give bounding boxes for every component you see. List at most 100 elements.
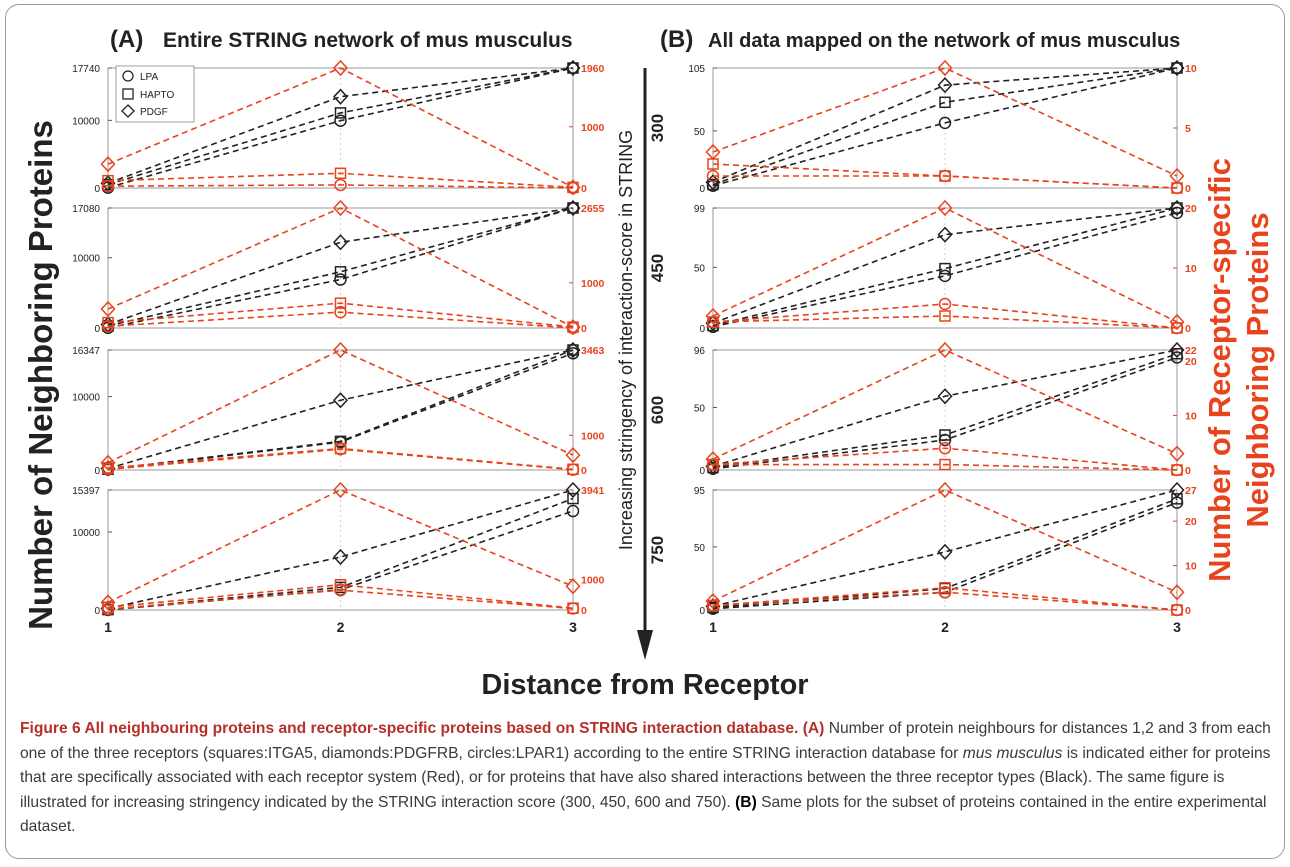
tick-label-left: 17740 bbox=[72, 64, 100, 75]
caption-a-tag: (A) bbox=[802, 720, 825, 737]
point-pdgf-red bbox=[565, 318, 581, 336]
point-hapto-black bbox=[334, 435, 347, 448]
point-lpa-black bbox=[334, 114, 347, 127]
point-hapto-red bbox=[102, 174, 114, 187]
point-pdgf-black bbox=[565, 199, 581, 217]
caption-part2: is indicated either for proteins that ar… bbox=[20, 744, 1271, 811]
tick-label-right: 2655 bbox=[581, 203, 605, 215]
point-pdgf-black bbox=[1169, 481, 1185, 499]
point-pdgf-red bbox=[100, 156, 116, 173]
series-line-pdgf-black bbox=[107, 349, 574, 470]
point-hapto-black bbox=[334, 266, 347, 278]
tick-label-left: 50 bbox=[694, 404, 706, 415]
series-line-hapto-black bbox=[107, 349, 574, 471]
point-lpa-black bbox=[334, 273, 347, 286]
point-hapto-black bbox=[567, 202, 579, 214]
x-tick-label: 1 bbox=[104, 619, 112, 635]
tick-label-right: 1000 bbox=[581, 575, 605, 587]
legend-circle-icon bbox=[122, 70, 134, 82]
tick-label-right: 0 bbox=[581, 323, 587, 335]
series-line-hapto-black bbox=[107, 497, 574, 611]
subplot-b-450: 99 50 0 20 10 0 bbox=[694, 199, 1197, 335]
stringency-300: 300 bbox=[648, 114, 667, 142]
tick-label-left: 0 bbox=[94, 466, 100, 477]
point-pdgf-red bbox=[565, 179, 581, 196]
tick-label-right: 0 bbox=[1185, 465, 1191, 477]
caption-species: mus musculus bbox=[962, 744, 1063, 762]
legend: LPA HAPTO PDGF bbox=[115, 65, 195, 123]
point-hapto-black bbox=[334, 107, 347, 119]
point-pdgf-red bbox=[100, 594, 116, 611]
series-line-pdgf-red bbox=[712, 207, 1178, 323]
point-hapto-red bbox=[1171, 322, 1183, 334]
point-pdgf-black bbox=[332, 234, 349, 251]
series-line-pdgf-black bbox=[712, 207, 1178, 324]
point-pdgf-red bbox=[332, 341, 349, 359]
tick-label-right: 1000 bbox=[581, 122, 605, 134]
stringency-label: Increasing stringency of interaction-sco… bbox=[616, 130, 636, 550]
stringency-arrow-head bbox=[637, 630, 653, 660]
point-pdgf-red bbox=[937, 199, 953, 217]
point-hapto-red bbox=[939, 170, 951, 182]
point-pdgf-black bbox=[565, 341, 581, 359]
caption-b-tag: (B) bbox=[735, 793, 757, 811]
tick-label-left: 96 bbox=[694, 346, 706, 357]
point-hapto-red bbox=[939, 582, 951, 594]
point-hapto-red bbox=[1171, 464, 1183, 476]
point-hapto-red bbox=[334, 578, 347, 591]
point-pdgf-red bbox=[332, 59, 349, 77]
point-hapto-red bbox=[334, 297, 347, 309]
series-line-lpa-red bbox=[107, 184, 574, 189]
point-pdgf-black bbox=[937, 226, 953, 243]
point-pdgf-red bbox=[1169, 313, 1185, 331]
point-pdgf-black bbox=[1169, 341, 1185, 359]
series-line-pdgf-red bbox=[712, 349, 1178, 460]
tick-label-right: 1000 bbox=[581, 430, 605, 442]
stringency-600: 600 bbox=[648, 396, 667, 424]
series-line-pdgf-red bbox=[712, 489, 1178, 602]
tick-label-right: 0 bbox=[581, 605, 587, 617]
point-pdgf-red bbox=[332, 481, 349, 499]
point-pdgf-red bbox=[937, 59, 953, 77]
point-lpa-black bbox=[566, 504, 580, 518]
tick-label-left: 10000 bbox=[72, 528, 100, 539]
tick-label-left: 95 bbox=[694, 486, 706, 497]
tick-label-right: 1960 bbox=[581, 63, 605, 75]
tick-label-right: 0 bbox=[581, 465, 587, 477]
point-hapto-red bbox=[707, 458, 719, 471]
point-hapto-red bbox=[567, 463, 579, 476]
point-pdgf-red bbox=[705, 143, 721, 161]
tick-label-left: 99 bbox=[694, 204, 706, 215]
point-hapto-black bbox=[567, 62, 579, 74]
tick-label-left: 16347 bbox=[72, 346, 100, 357]
point-lpa-black bbox=[938, 269, 952, 283]
legend-box bbox=[115, 65, 195, 123]
point-pdgf-black bbox=[565, 59, 581, 77]
tick-label-right: 10 bbox=[1185, 63, 1197, 75]
legend-diamond-icon bbox=[121, 104, 135, 118]
stringency-450: 450 bbox=[648, 254, 667, 282]
point-lpa-black bbox=[938, 116, 952, 130]
series-line-lpa-red bbox=[712, 447, 1178, 471]
caption-part3: Same plots for the subset of proteins co… bbox=[20, 793, 1267, 836]
panel-b-title: All data mapped on the network of mus mu… bbox=[708, 30, 1180, 52]
point-hapto-red bbox=[334, 167, 347, 180]
tick-label-left: 0 bbox=[699, 184, 705, 195]
point-pdgf-red bbox=[937, 341, 953, 359]
tick-label-right: 20 bbox=[1185, 203, 1197, 215]
point-lpa-red bbox=[706, 169, 720, 183]
tick-label-left: 50 bbox=[694, 543, 706, 554]
series-line-hapto-red bbox=[107, 583, 574, 609]
tick-label-right: 1000 bbox=[581, 278, 605, 290]
point-hapto-red bbox=[707, 316, 719, 328]
tick-label-right: 27 bbox=[1185, 485, 1197, 497]
x-tick-label: 3 bbox=[1173, 619, 1181, 635]
point-hapto-black bbox=[939, 96, 951, 109]
point-pdgf-black bbox=[937, 543, 953, 560]
point-hapto-red bbox=[334, 442, 347, 455]
